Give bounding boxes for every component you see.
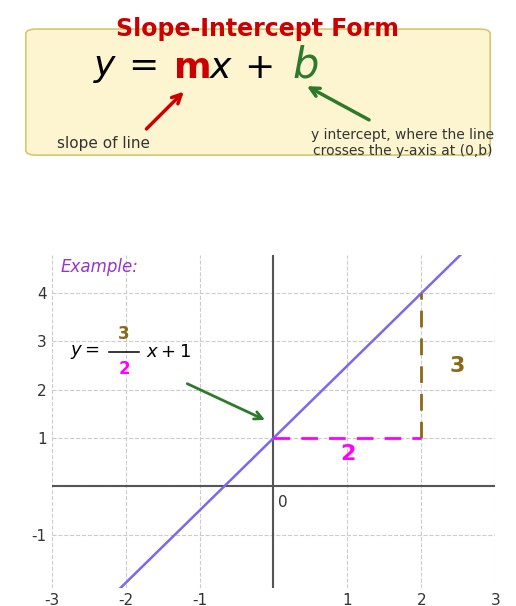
- Text: 3: 3: [118, 325, 130, 343]
- Text: slope of line: slope of line: [57, 136, 150, 150]
- Text: Slope-Intercept Form: Slope-Intercept Form: [117, 17, 399, 41]
- Text: $y = $: $y = $: [70, 343, 100, 361]
- Text: $x+1$: $x+1$: [146, 343, 191, 361]
- Text: 3: 3: [449, 356, 465, 376]
- Text: 2: 2: [118, 360, 130, 378]
- Text: $x\,+\,$: $x\,+\,$: [209, 51, 272, 85]
- Text: $y\,=\,$: $y\,=\,$: [93, 51, 156, 85]
- Text: y intercept, where the line
crosses the y-axis at (0,b): y intercept, where the line crosses the …: [311, 128, 494, 158]
- Text: $\mathbf{m}$: $\mathbf{m}$: [173, 51, 209, 85]
- Text: $b$: $b$: [292, 44, 318, 87]
- Text: 0: 0: [278, 495, 288, 510]
- FancyBboxPatch shape: [26, 29, 490, 155]
- Text: Example:: Example:: [60, 258, 138, 276]
- Text: 2: 2: [340, 444, 355, 464]
